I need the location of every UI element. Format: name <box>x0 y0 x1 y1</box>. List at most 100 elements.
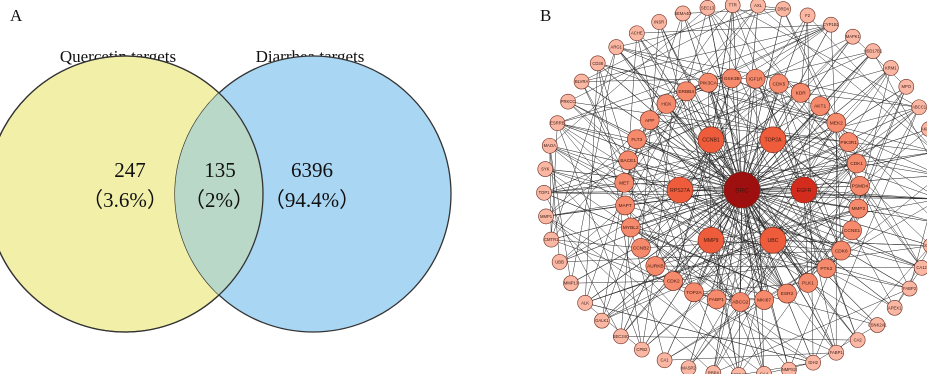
network-node-label: RPS27A <box>670 188 690 194</box>
network-edge <box>852 36 907 87</box>
network-node-ca12: CA12 <box>913 259 927 276</box>
network-node-app: APP <box>639 110 660 131</box>
network-edge <box>894 251 927 308</box>
network-edge <box>688 301 741 369</box>
network-node-label: CPB2 <box>636 347 648 352</box>
venn-diagram: Quercetin targets Diarrhea targets 247 （… <box>0 47 452 333</box>
network-node-ache: ACHE <box>629 25 645 42</box>
network-node-circle <box>826 112 847 133</box>
network-node-circle <box>799 7 816 24</box>
network-node-f2: F2 <box>799 7 816 24</box>
network-node-label: CDK6 <box>835 248 848 254</box>
network-edge <box>601 208 859 321</box>
network-node-label: AKT1 <box>814 104 826 110</box>
network-edge <box>549 145 625 183</box>
network-edge <box>581 81 739 374</box>
network-node-label: HCK <box>661 102 672 108</box>
network-node-label: MEK2 <box>830 120 843 126</box>
network-edge <box>740 122 837 303</box>
network-node-circle <box>573 73 590 90</box>
network-node-label: MASP2 <box>681 366 696 371</box>
network-node-circle <box>810 96 830 116</box>
network-node-circle <box>541 137 558 154</box>
network-node-alk: ALK <box>577 295 593 311</box>
network-node-label: CMTR1 <box>544 237 559 242</box>
network-node-label: MMP1 <box>540 214 553 219</box>
network-edge <box>741 189 878 326</box>
network-edge <box>601 91 687 321</box>
network-edge <box>836 249 927 353</box>
network-node-circle <box>538 208 554 225</box>
network-edge <box>601 185 861 321</box>
network-edge <box>649 82 709 121</box>
network-node-circle <box>790 176 818 204</box>
network-node-top2a: TOP2A <box>759 126 787 154</box>
network-node-label: IGF1R <box>749 76 764 82</box>
network-node-circle <box>699 0 716 16</box>
network-edge <box>819 51 874 107</box>
network-edge <box>655 208 859 267</box>
network-node-abcg2: ABCG2 <box>730 292 751 312</box>
network-edge <box>543 192 788 294</box>
network-node-circle <box>631 238 651 258</box>
network-node-mapt: MAPT <box>615 195 635 216</box>
network-node-circle <box>645 256 666 276</box>
network-node-label: PSMD4 <box>852 184 869 190</box>
network-edge <box>732 5 922 268</box>
network-node-label: CDK1 <box>850 161 863 167</box>
network-edge <box>741 189 853 231</box>
network-node-circle <box>620 217 641 238</box>
network-edge <box>567 101 637 140</box>
network-edge <box>672 139 712 282</box>
network-edge <box>585 208 859 304</box>
venn-overlap-count: 135 <box>204 158 236 182</box>
network-node-label: UBC <box>768 238 779 244</box>
network-node-circle <box>730 292 751 312</box>
network-edge <box>559 250 842 263</box>
network-edge <box>664 250 842 361</box>
network-node-hsd17b1: HSD17B1 <box>864 43 883 60</box>
network-node-label: MMP13 <box>564 281 579 286</box>
network-node-mmp9: MMP9 <box>697 226 725 254</box>
network-edge <box>710 139 927 174</box>
network-edge <box>778 83 837 353</box>
network-edge <box>741 189 790 370</box>
network-edge <box>757 5 927 146</box>
network-edge <box>812 107 920 363</box>
network-edge <box>658 21 743 191</box>
network-node-circle <box>723 171 761 209</box>
network-edge <box>616 46 709 83</box>
network-node-label: CCNE1 <box>844 228 861 234</box>
network-node-mpo: MPO <box>898 78 915 95</box>
network-edge <box>708 82 837 123</box>
network-edge <box>830 24 842 251</box>
network-node-mybl2: MYBL2 <box>620 217 641 238</box>
network-edge <box>597 63 857 164</box>
network-node-label: BLVRA <box>575 79 589 84</box>
venn-left-count: 247 <box>114 158 146 182</box>
network-node-label: MMP9 <box>704 238 719 244</box>
network-edge <box>707 82 743 191</box>
network-edge <box>545 160 629 217</box>
network-node-label: RBP4 <box>708 371 720 374</box>
network-edge <box>872 51 927 153</box>
network-node-label: CA4 <box>760 371 769 374</box>
network-node-circle <box>676 81 696 102</box>
network-node-gsk3b: GSK3B <box>721 68 742 89</box>
network-node-circle <box>898 78 915 95</box>
network-node-apex1: APEX1 <box>886 300 903 316</box>
network-edge <box>624 120 650 183</box>
network-node-label: SEC13 <box>701 5 715 10</box>
network-node-circle <box>921 121 927 137</box>
network-node-label: KRM1 <box>885 65 897 70</box>
network-edge <box>710 139 765 301</box>
network-node-circle <box>697 226 725 254</box>
network-edge <box>551 239 642 249</box>
network-node-esr2: ESR2 <box>777 283 797 304</box>
network-node-label: AKR1C1 <box>921 127 927 132</box>
network-edge <box>713 288 910 374</box>
network-node-ccnb1: CCNB1 <box>697 126 725 154</box>
network-node-circle <box>816 258 837 279</box>
network-node-label: CCNB2 <box>633 246 650 252</box>
network-node-label: ERBB4 <box>678 89 694 95</box>
